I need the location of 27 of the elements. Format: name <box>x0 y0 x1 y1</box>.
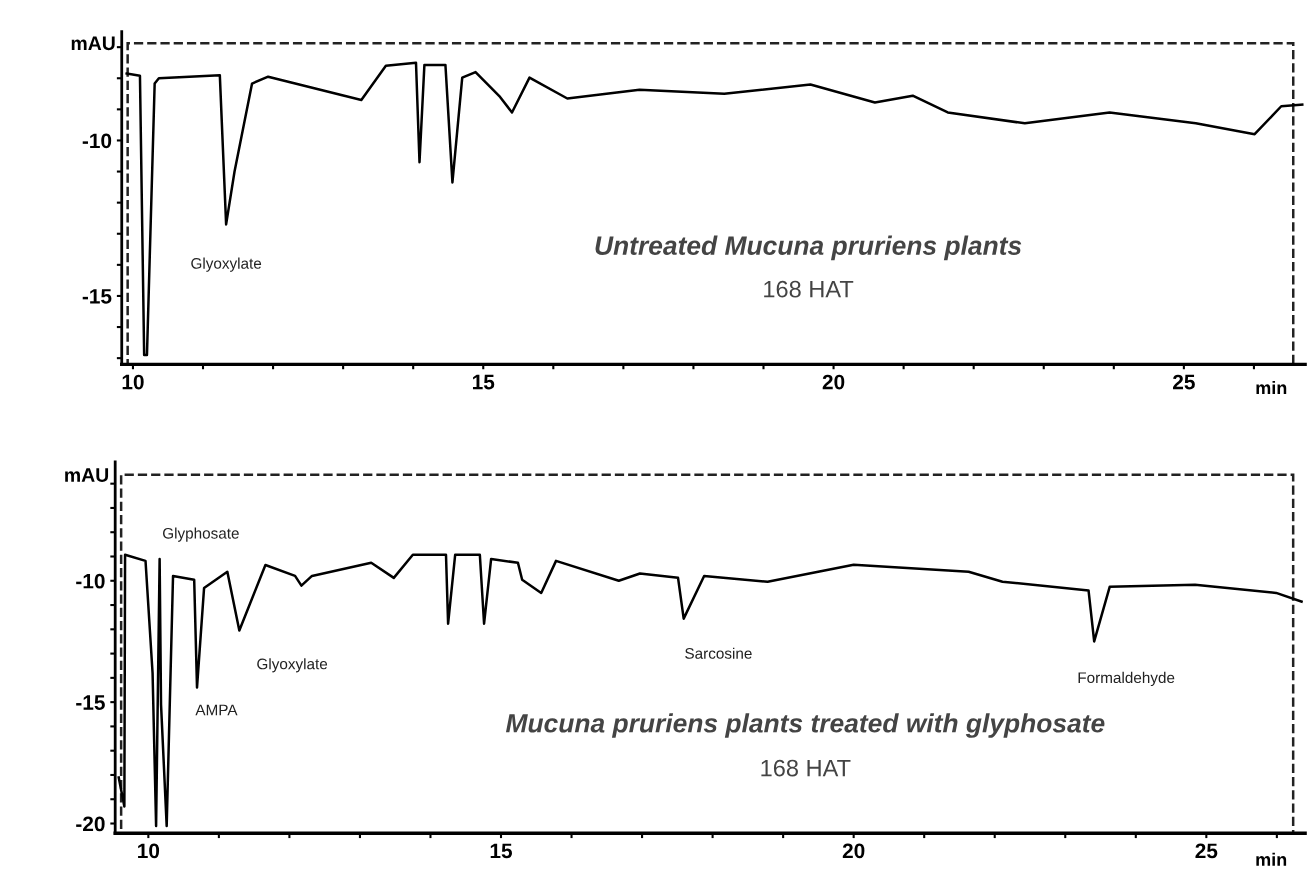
x-tick-label: 25 <box>1173 374 1195 390</box>
x-tick-label: 15 <box>490 843 513 859</box>
annotation: Glyoxylate <box>257 658 328 673</box>
annotation: Mucuna pruriens plants treated with glyphosate <box>505 713 1105 738</box>
x-tick-label: 10 <box>138 843 160 859</box>
y-tick-label: -10 <box>76 573 105 589</box>
annotation: Glyoxylate <box>191 257 262 272</box>
x-tick-label: 20 <box>842 843 865 859</box>
x-tick-label: 25 <box>1195 843 1218 859</box>
x-tick-label: 10 <box>122 374 144 390</box>
annotation: AMPA <box>195 704 238 716</box>
x-axis-title: min <box>1256 380 1287 394</box>
y-tick-label: -20 <box>76 816 105 832</box>
x-tick-label: 15 <box>472 374 495 390</box>
annotation: 168 HAT <box>761 759 851 777</box>
x-tick-label: 20 <box>822 374 845 390</box>
y-tick-label: -15 <box>76 695 105 710</box>
annotation: 168 HAT <box>764 280 854 298</box>
annotation: Untreated Mucuna pruriens plants <box>595 235 1022 261</box>
y-tick-label: -15 <box>82 289 112 304</box>
y-tick-label: -10 <box>82 133 112 149</box>
annotation: Formaldehyde <box>1078 671 1175 687</box>
y-axis-title: mAU <box>65 468 109 482</box>
annotation: Glyphosate <box>162 527 239 542</box>
annotation: Sarcosine <box>685 647 752 659</box>
x-axis-title: min <box>1256 852 1287 866</box>
y-axis-title: mAU <box>71 36 115 51</box>
